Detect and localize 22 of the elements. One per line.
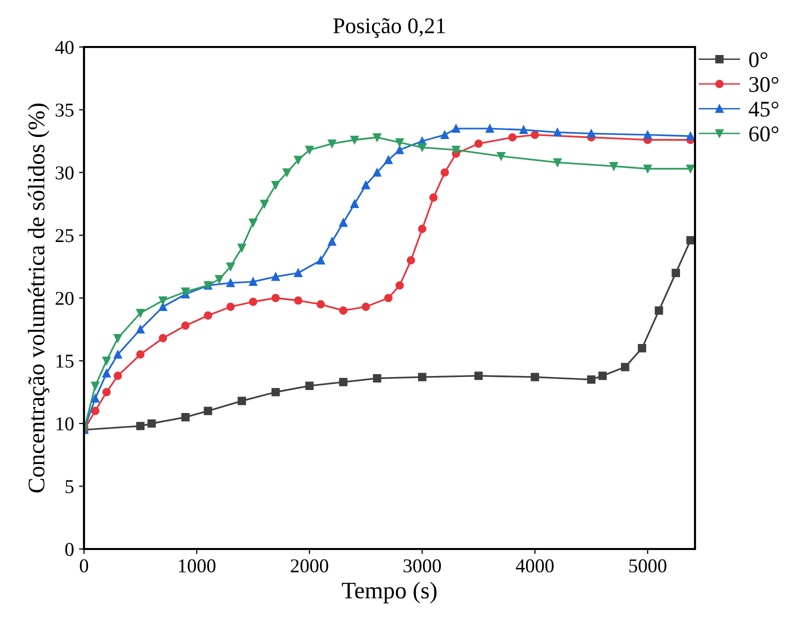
legend-label: 0° bbox=[749, 52, 768, 68]
y-tick-label: 20 bbox=[56, 292, 74, 305]
x-tick-label: 3000 bbox=[404, 559, 441, 572]
x-axis-title: Tempo (s) bbox=[342, 582, 436, 604]
chart-title: Posição 0,21 bbox=[333, 18, 445, 38]
y-axis-title: Concentração volumétrica de sólidos (%) bbox=[28, 104, 50, 492]
x-tick-label: 5000 bbox=[629, 559, 666, 572]
x-tick-label: 0 bbox=[80, 559, 88, 572]
x-tick-label: 1000 bbox=[178, 559, 216, 572]
legend-label: 30° bbox=[749, 76, 778, 92]
y-tick-label: 5 bbox=[66, 480, 74, 494]
y-tick-label: 15 bbox=[56, 354, 74, 368]
y-tick-label: 10 bbox=[56, 417, 74, 430]
legend-label: 60° bbox=[749, 126, 778, 142]
x-tick-label: 4000 bbox=[516, 559, 554, 572]
y-tick-label: 30 bbox=[56, 166, 74, 180]
y-tick-label: 35 bbox=[56, 104, 74, 117]
y-tick-label: 40 bbox=[55, 40, 74, 54]
legend-label: 45° bbox=[748, 102, 778, 117]
y-tick-label: 25 bbox=[56, 229, 74, 242]
y-tick-label: 0 bbox=[65, 542, 74, 556]
x-tick-label: 2000 bbox=[290, 559, 328, 572]
